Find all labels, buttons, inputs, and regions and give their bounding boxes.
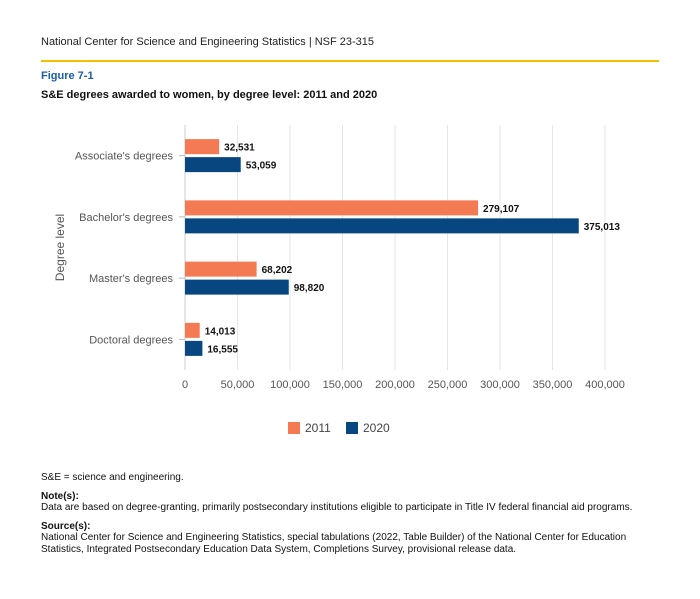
data-label: 53,059 <box>246 161 277 172</box>
data-label: 14,013 <box>205 326 236 337</box>
bar-2011 <box>185 322 200 338</box>
x-tick-label: 200,000 <box>375 379 415 391</box>
notes-text: Data are based on degree-granting, prima… <box>41 502 633 513</box>
x-tick-label: 250,000 <box>428 379 468 391</box>
category-label: Bachelor's degrees <box>79 212 173 224</box>
x-tick-label: 300,000 <box>480 379 520 391</box>
category-label: Doctoral degrees <box>89 334 173 346</box>
bar-chart: 0 50,000 100,000 150,000 200,000 250,000 300,0… <box>53 125 625 435</box>
x-tick-label: 350,000 <box>533 379 573 391</box>
abbreviation-note: S&E = science and engineering. <box>41 472 184 483</box>
header-rule <box>41 60 659 62</box>
x-tick-label: 0 <box>182 379 188 391</box>
sources-heading: Source(s): <box>41 521 91 532</box>
category-label: Master's degrees <box>89 273 174 285</box>
data-label: 16,555 <box>207 344 238 355</box>
y-axis-title: Degree level <box>53 214 67 281</box>
legend-label-2020: 2020 <box>363 421 390 435</box>
category-label: Associate's degrees <box>75 151 174 163</box>
bar-2011 <box>185 139 220 155</box>
bar-2020 <box>185 279 289 295</box>
data-label: 375,013 <box>584 222 621 233</box>
data-label: 68,202 <box>262 265 293 276</box>
bar-2020 <box>185 157 241 173</box>
data-label: 279,107 <box>483 204 520 215</box>
figure-title: S&E degrees awarded to women, by degree … <box>41 89 378 101</box>
bar-2011 <box>185 261 257 277</box>
x-tick-label: 150,000 <box>323 379 363 391</box>
bar-2020 <box>185 340 203 356</box>
data-label: 98,820 <box>294 283 325 294</box>
sources-text: National Center for Science and Engineer… <box>41 532 627 555</box>
x-tick-label: 400,000 <box>585 379 625 391</box>
data-label: 32,531 <box>224 143 255 154</box>
legend-label-2011: 2011 <box>305 421 331 435</box>
x-tick-label: 100,000 <box>270 379 310 391</box>
legend-swatch-2011 <box>288 422 300 434</box>
notes-heading: Note(s): <box>41 491 79 502</box>
report-header: National Center for Science and Engineer… <box>41 36 375 48</box>
bar-2011 <box>185 200 479 216</box>
bar-2020 <box>185 218 579 234</box>
figure-label: Figure 7-1 <box>41 70 94 82</box>
x-tick-label: 50,000 <box>221 379 255 391</box>
legend-swatch-2020 <box>346 422 358 434</box>
